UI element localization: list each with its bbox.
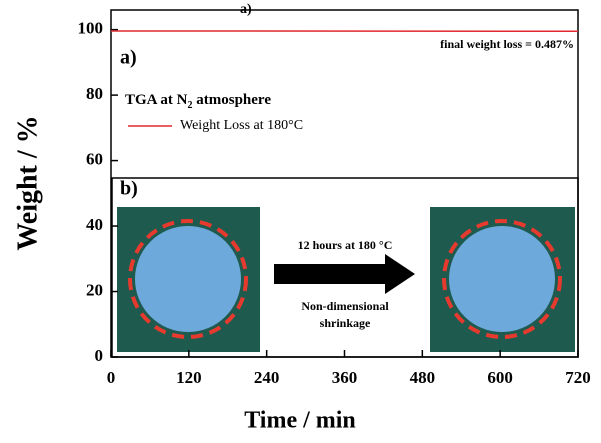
y-tick-label: 100 xyxy=(78,19,104,38)
legend-label: Weight Loss at 180°C xyxy=(180,118,303,133)
y-tick-label: 0 xyxy=(95,346,104,365)
a-label: a) xyxy=(240,2,252,17)
y-axis-label: Weight / % xyxy=(12,115,43,250)
x-axis-label: Time / min xyxy=(244,408,356,434)
y-tick-label: 20 xyxy=(86,280,103,299)
inset xyxy=(112,178,578,357)
annotation: 12 hours at 180 °C xyxy=(298,238,393,252)
x-tick-label: 480 xyxy=(410,368,436,387)
x-tick-label: 120 xyxy=(176,368,202,387)
annotation: Non-dimensional xyxy=(301,299,389,313)
y-tick-label: 60 xyxy=(86,149,103,168)
legend-title-part: TGA at N xyxy=(125,92,188,108)
x-tick-label: 720 xyxy=(565,368,591,387)
y-tick-label: 80 xyxy=(86,84,103,103)
annotation: final weight loss = 0.487% xyxy=(440,37,574,51)
x-tick-label: 600 xyxy=(487,368,513,387)
y-tick-label: 40 xyxy=(86,215,103,234)
x-tick-label: 240 xyxy=(254,368,280,387)
x-tick-label: 0 xyxy=(107,368,116,387)
annotation: shrinkage xyxy=(320,316,371,330)
panel-label: b) xyxy=(120,178,138,200)
x-tick-label: 360 xyxy=(332,368,358,387)
panel-label: a) xyxy=(120,47,137,69)
legend-title-part: atmosphere xyxy=(193,92,272,108)
legend-title: TGA at N2 atmosphere xyxy=(125,92,271,111)
